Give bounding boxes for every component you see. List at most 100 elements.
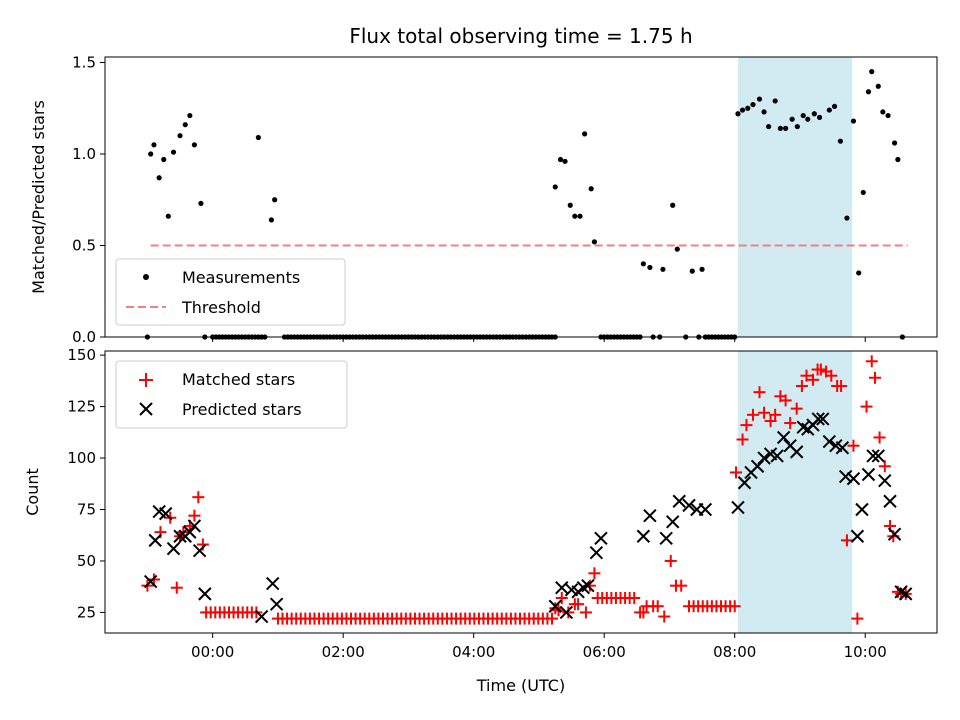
measurement-point: [272, 197, 278, 203]
predicted-star-point: [846, 471, 861, 486]
predicted-star-point: [192, 543, 207, 558]
matched-star-point: [651, 600, 664, 613]
matched-star-point: [572, 598, 585, 611]
measurement-point: [772, 98, 778, 104]
measurement-point: [844, 215, 850, 221]
x-tick-label: 04:00: [452, 643, 495, 661]
matched-star-point: [814, 363, 827, 376]
matched-star-point: [764, 414, 777, 427]
measurement-point: [255, 134, 261, 141]
x-tick-label: 10:00: [844, 643, 887, 661]
top-axes-frame: [104, 56, 938, 338]
predicted-star-point: [666, 515, 680, 529]
measurement-point: [761, 109, 767, 115]
legend-measurements-marker: [143, 274, 149, 280]
measurement-point: [699, 266, 705, 272]
matched-star-point: [637, 606, 650, 619]
matched-star-point: [840, 534, 853, 547]
measurement-point: [689, 268, 695, 274]
predicted-star-point: [183, 525, 197, 539]
y-tick-label: 0.0: [72, 328, 96, 346]
measurement-point: [647, 264, 653, 271]
predicted-star-point: [269, 597, 284, 611]
y-tick-label: 50: [77, 552, 96, 570]
predicted-star-point: [187, 519, 202, 533]
matched-star-point: [736, 433, 749, 446]
bottom-panel: 25 50 75 100 125 150 00:00 02:00 04:00 06:00 08:0…: [23, 346, 938, 695]
chart-title: Flux total observing time = 1.75 h: [349, 24, 692, 48]
matched-star-point: [878, 460, 891, 473]
predicted-star-point: [878, 473, 892, 488]
predicted-star-point: [816, 412, 830, 426]
bottom-x-ticks: 00:00 02:00 04:00 06:00 08:00 10:00: [191, 633, 887, 661]
predicted-star-point: [265, 576, 280, 591]
predicted-star-point: [173, 529, 187, 543]
matched-star-point: [807, 373, 820, 386]
x-axis-label: Time (UTC): [476, 676, 565, 695]
matched-star-point: [555, 592, 568, 605]
measurement-point: [588, 186, 594, 192]
measurement-point: [875, 83, 881, 89]
measurement-point: [170, 149, 177, 155]
predicted-star-point: [659, 531, 673, 546]
matched-star-point: [835, 379, 848, 392]
bottom-y-axis-label: Count: [23, 468, 42, 516]
predicted-star-point: [594, 531, 608, 546]
predicted-star-point: [866, 449, 880, 463]
matched-star-point: [746, 408, 759, 421]
matched-star-point: [779, 394, 792, 407]
matched-star-point: [658, 610, 671, 623]
measurement-point: [865, 89, 872, 95]
measurement-point: [577, 213, 583, 219]
y-tick-label: 1.0: [72, 145, 96, 163]
measurement-point: [572, 213, 578, 219]
measurement-point: [670, 202, 676, 208]
predicted-star-point: [672, 494, 686, 508]
predicted-star-point: [548, 599, 562, 613]
measurement-point: [816, 114, 823, 120]
matched-star-point: [795, 379, 808, 392]
y-tick-label: 1.5: [72, 53, 96, 71]
predicted-star-point: [643, 508, 657, 523]
predicted-star-point: [811, 412, 825, 426]
predicted-star-point: [166, 541, 181, 556]
top-x-ticks: [212, 337, 866, 342]
measurement-point: [660, 266, 666, 272]
x-tick-label: 02:00: [322, 643, 365, 661]
top-legend: Measurements Threshold: [115, 258, 346, 326]
count-points: [141, 355, 913, 625]
bottom-shaded-region: [737, 351, 853, 633]
legend-threshold-label: Threshold: [181, 298, 261, 317]
predicted-star-point: [835, 441, 850, 455]
top-y-axis-label: Matched/Predicted stars: [29, 100, 48, 294]
predicted-star-point: [855, 502, 869, 517]
x-tick-label: 00:00: [191, 643, 234, 661]
predicted-star-point: [850, 529, 865, 543]
measurement-point: [582, 131, 588, 137]
y-tick-label: 75: [77, 500, 96, 518]
legend-matched-marker: [139, 373, 153, 387]
matched-star-point: [847, 439, 860, 452]
predicted-star-point: [737, 476, 752, 490]
x-tick-label: 06:00: [583, 643, 626, 661]
matched-star-point: [769, 408, 782, 421]
matched-star-point: [675, 579, 688, 592]
predicted-star-point: [148, 533, 162, 548]
matched-star-point: [188, 509, 201, 522]
predicted-star-point: [581, 578, 595, 593]
predicted-star-point: [636, 529, 651, 543]
predicted-star-point: [887, 527, 902, 541]
predicted-star-point: [838, 469, 853, 484]
predicted-star-point: [731, 500, 745, 515]
predicted-star-point: [698, 502, 713, 517]
measurement-point: [811, 111, 817, 117]
measurement-point: [735, 111, 741, 117]
measurement-point: [148, 151, 154, 157]
matched-star-point: [170, 581, 183, 594]
matched-star-point: [545, 612, 558, 625]
predicted-star-point: [789, 445, 804, 459]
measurement-point: [783, 125, 789, 131]
y-tick-label: 0.5: [72, 236, 96, 254]
top-panel: 0.0 0.5 1.0 1.5 Matched/Predicted stars Mea…: [29, 53, 938, 346]
